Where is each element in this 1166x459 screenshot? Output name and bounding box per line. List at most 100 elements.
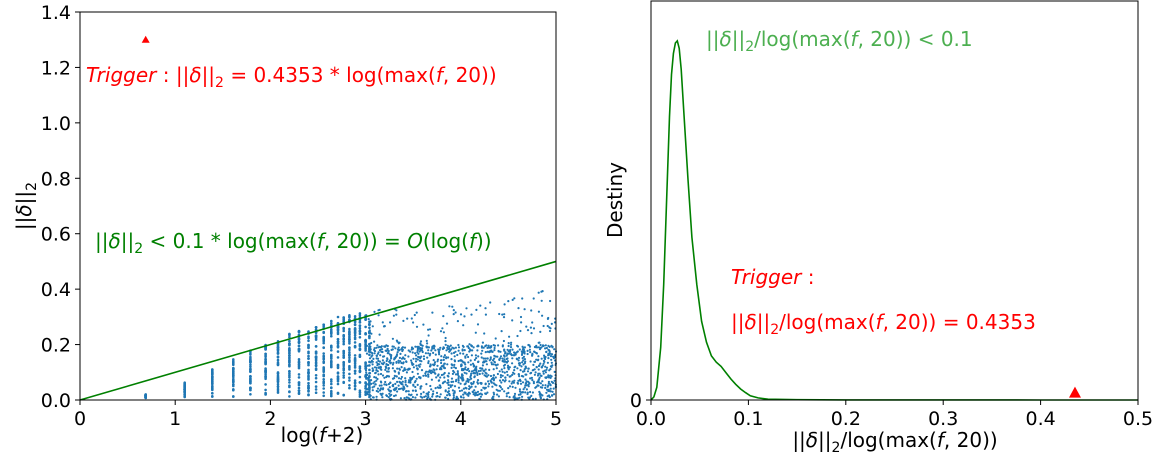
scatter-point: [547, 394, 551, 397]
scatter-point: [416, 347, 419, 350]
scatter-point: [314, 350, 318, 354]
scatter-point: [375, 369, 378, 372]
scatter-point: [448, 393, 451, 396]
scatter-point: [276, 346, 280, 349]
scatter-point: [443, 354, 446, 357]
scatter-point: [530, 394, 533, 397]
scatter-point: [391, 337, 394, 340]
scatter-point: [544, 384, 547, 387]
scatter-point: [353, 381, 357, 384]
scatter-point: [410, 317, 413, 320]
scatter-point: [348, 327, 351, 331]
scatter-point: [411, 370, 414, 374]
scatter-point: [476, 323, 480, 326]
scatter-point: [499, 374, 502, 377]
scatter-point: [398, 341, 401, 344]
scatter-point: [232, 363, 235, 367]
scatter-point: [336, 392, 340, 395]
scatter-point: [358, 393, 362, 397]
scatter-point: [456, 370, 459, 373]
scatter-point: [336, 329, 340, 333]
scatter-point: [422, 374, 425, 377]
scatter-point: [376, 344, 379, 347]
scatter-point: [297, 330, 301, 334]
scatter-point: [358, 320, 362, 324]
scatter-point: [427, 361, 430, 365]
scatter-point: [513, 369, 516, 372]
scatter-point: [427, 360, 430, 363]
scatter-point: [322, 366, 326, 369]
scatter-point: [370, 332, 373, 335]
scatter-point: [486, 357, 489, 360]
scatter-point: [288, 372, 291, 376]
scatter-point: [446, 374, 449, 377]
scatter-point: [545, 368, 548, 371]
scatter-point: [348, 376, 351, 380]
scatter-point: [483, 332, 486, 335]
scatter-point: [526, 352, 529, 356]
scatter-point: [383, 345, 386, 348]
scatter-point: [373, 366, 377, 369]
scatter-point: [443, 362, 446, 365]
scatter-point: [551, 390, 554, 393]
scatter-point: [476, 381, 479, 384]
scatter-point: [447, 379, 450, 382]
scatter-point: [450, 352, 453, 355]
scatter-point: [479, 395, 482, 398]
scatter-point: [375, 354, 378, 357]
scatter-point: [468, 378, 471, 381]
scatter-point: [490, 349, 493, 352]
scatter-point: [537, 341, 540, 344]
scatter-point: [297, 358, 301, 361]
scatter-point: [544, 365, 547, 368]
scatter-point: [353, 323, 357, 327]
scatter-point: [487, 385, 490, 388]
scatter-point: [419, 387, 422, 390]
scatter-point: [523, 308, 526, 311]
scatter-point: [511, 319, 514, 322]
scatter-point: [375, 361, 378, 364]
scatter-point: [537, 291, 540, 294]
scatter-point: [460, 389, 464, 392]
scatter-point: [452, 313, 455, 316]
scatter-point: [388, 392, 391, 395]
scatter-point: [457, 346, 461, 349]
scatter-point: [541, 364, 544, 367]
scatter-point: [537, 368, 540, 371]
scatter-point: [307, 384, 310, 388]
scatter-point: [336, 341, 340, 345]
scatter-point: [497, 395, 500, 398]
scatter-point: [490, 381, 493, 384]
scatter-point: [540, 290, 543, 293]
scatter-point: [322, 354, 326, 358]
scatter-point: [398, 368, 401, 371]
scatter-point: [503, 367, 506, 370]
scatter-point: [432, 392, 435, 395]
scatter-point: [442, 356, 445, 359]
scatter-point: [518, 388, 522, 391]
x-tick-label: 0.0: [636, 408, 666, 430]
scatter-point: [503, 358, 506, 361]
scatter-point: [249, 393, 252, 396]
scatter-point: [314, 376, 318, 380]
scatter-point: [369, 351, 372, 354]
scatter-point: [322, 380, 326, 383]
scatter-point: [542, 370, 545, 373]
scatter-point: [358, 336, 362, 339]
scatter-point: [476, 349, 479, 352]
scatter-point: [544, 371, 548, 374]
scatter-point: [456, 353, 459, 357]
scatter-point: [276, 385, 280, 389]
right-y-ticks: 0: [630, 390, 651, 412]
scatter-point: [503, 380, 506, 383]
scatter-point: [484, 382, 487, 385]
scatter-point: [276, 355, 280, 359]
scatter-point: [375, 395, 378, 398]
y-tick-label: 1.0: [41, 113, 71, 135]
scatter-point: [496, 372, 499, 376]
scatter-point: [403, 346, 407, 349]
scatter-point: [528, 348, 532, 351]
scatter-point: [379, 354, 382, 357]
scatter-point: [211, 374, 214, 378]
scatter-point: [348, 329, 351, 333]
